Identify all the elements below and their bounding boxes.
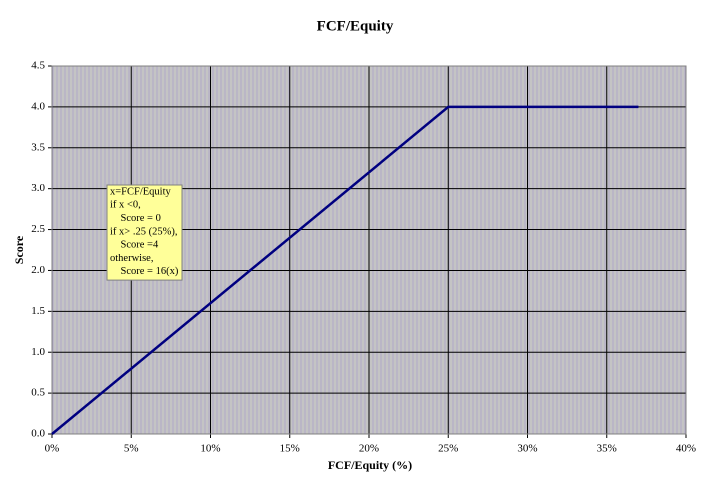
y-tick-label: 1.0 bbox=[31, 346, 45, 358]
annotation-line: if x> .25 (25%), bbox=[110, 226, 177, 237]
annotation-line: if x <0, bbox=[110, 200, 141, 211]
y-tick-label: 3.5 bbox=[31, 141, 45, 153]
y-axis-title: Score bbox=[12, 235, 26, 264]
y-tick-label: 2.0 bbox=[31, 264, 45, 276]
x-tick-label: 30% bbox=[517, 443, 537, 455]
x-tick-label: 0% bbox=[45, 443, 60, 455]
x-tick-label: 10% bbox=[200, 443, 220, 455]
y-tick-label: 4.0 bbox=[31, 100, 45, 112]
y-tick-label: 0.5 bbox=[31, 387, 45, 399]
x-tick-label: 5% bbox=[124, 443, 139, 455]
x-tick-label: 25% bbox=[438, 443, 458, 455]
plot-border bbox=[51, 65, 687, 435]
annotation-line: Score = 0 bbox=[110, 213, 161, 224]
x-axis-title: FCF/Equity (%) bbox=[328, 458, 412, 472]
x-tick-label: 20% bbox=[359, 443, 379, 455]
annotation-line: Score =4 bbox=[110, 240, 159, 251]
annotation-line: Score = 16(x) bbox=[110, 266, 179, 277]
y-tick-label: 2.5 bbox=[31, 223, 45, 235]
annotation-line: x=FCF/Equity bbox=[110, 186, 172, 197]
y-tick-label: 4.5 bbox=[31, 60, 45, 72]
data-line bbox=[51, 105, 639, 435]
y-tick-label: 0.0 bbox=[31, 428, 45, 440]
x-tick-label: 15% bbox=[280, 443, 300, 455]
chart-title: FCF/Equity bbox=[317, 18, 394, 34]
x-tick-label: 35% bbox=[597, 443, 617, 455]
annotation-box bbox=[106, 184, 183, 281]
annotation-line: otherwise, bbox=[110, 253, 153, 264]
y-tick-label: 3.0 bbox=[31, 182, 45, 194]
x-tick-label: 40% bbox=[676, 443, 696, 455]
y-tick-label: 1.5 bbox=[31, 305, 45, 317]
